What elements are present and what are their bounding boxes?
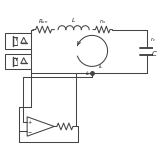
Text: $i_L$: $i_L$ [98, 62, 104, 71]
Text: $R_{on}$: $R_{on}$ [38, 17, 49, 26]
Text: $C$: $C$ [151, 49, 158, 58]
Bar [5, 54, 31, 69]
Text: $L$: $L$ [71, 16, 76, 24]
Text: $+$: $+$ [27, 118, 33, 126]
Text: $i_L$: $i_L$ [85, 69, 91, 78]
Text: $-$: $-$ [27, 129, 33, 134]
Bar [5, 33, 31, 49]
Text: $r_c$: $r_c$ [150, 35, 157, 44]
Text: $r_{ls}$: $r_{ls}$ [99, 17, 106, 26]
